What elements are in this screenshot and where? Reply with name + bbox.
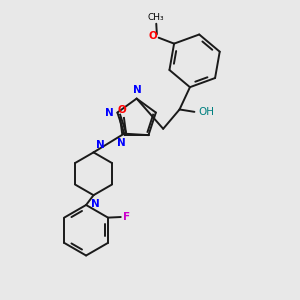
Text: O: O [149, 31, 158, 41]
Text: F: F [123, 212, 130, 222]
Text: N: N [117, 138, 126, 148]
Text: N: N [105, 107, 113, 118]
Text: N: N [91, 199, 99, 209]
Text: OH: OH [199, 107, 215, 117]
Text: N: N [96, 140, 105, 150]
Text: O: O [118, 105, 126, 115]
Text: CH₃: CH₃ [148, 13, 165, 22]
Text: N: N [133, 85, 142, 95]
